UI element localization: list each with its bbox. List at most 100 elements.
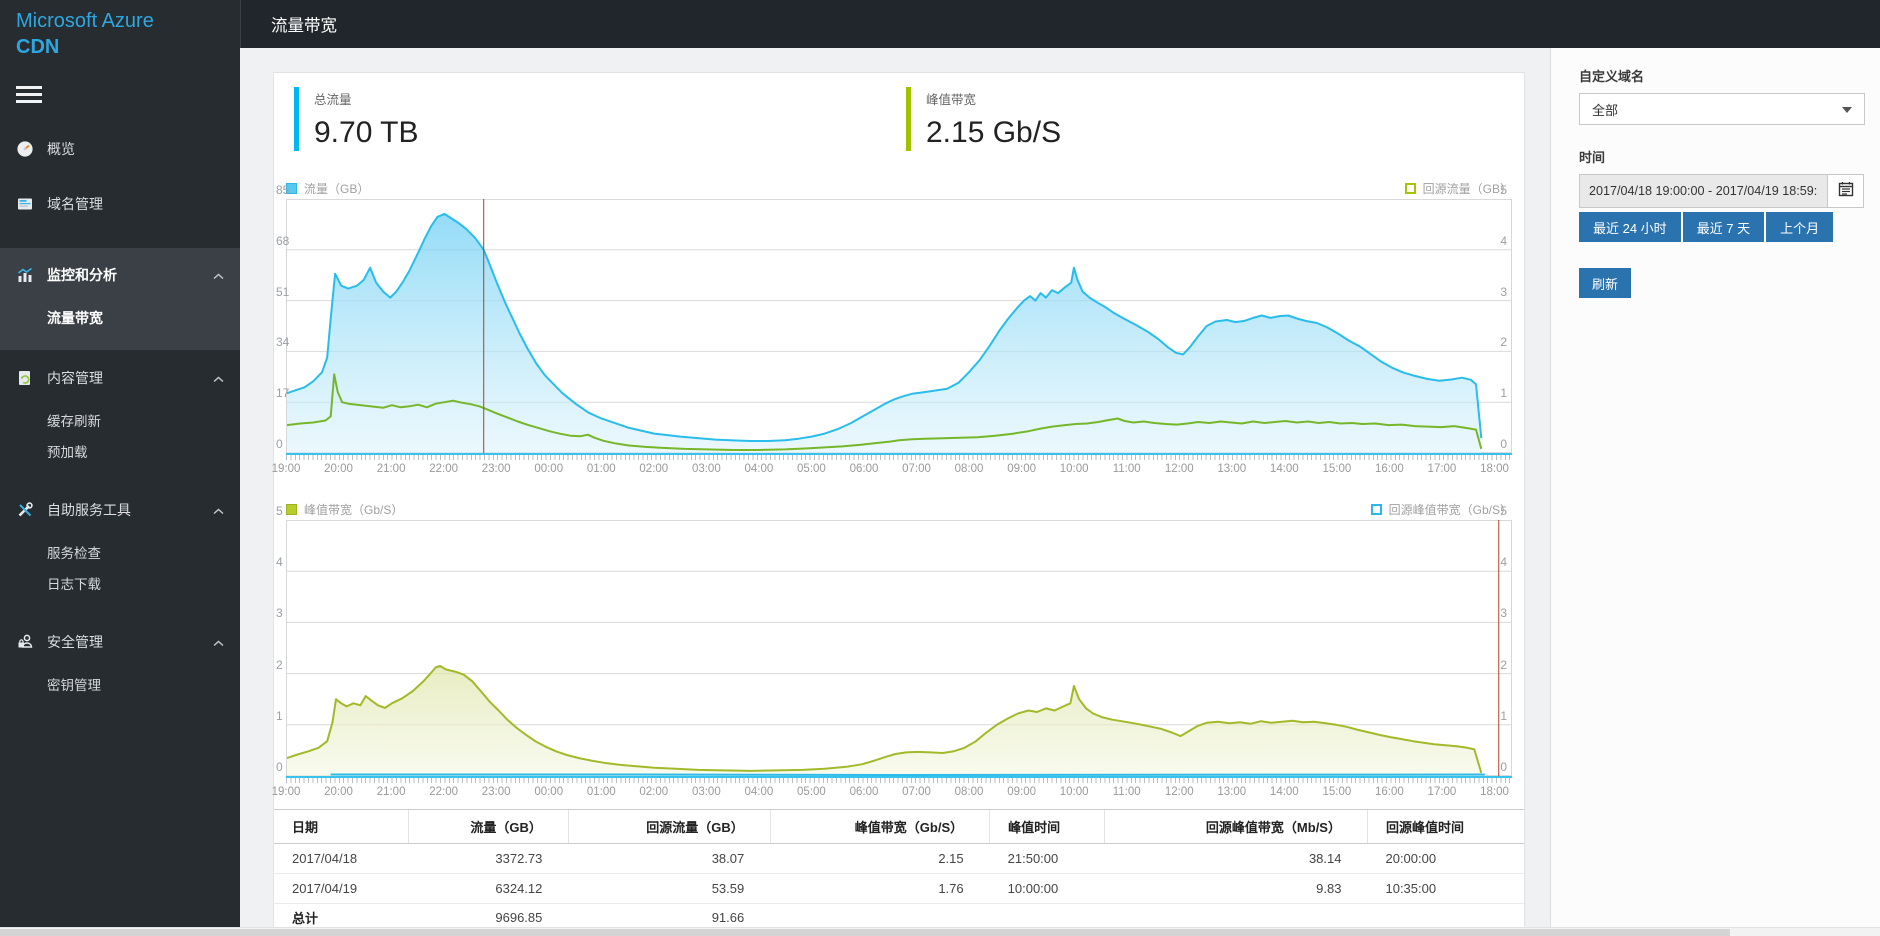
- calendar-button[interactable]: [1828, 174, 1864, 208]
- quick-range-button[interactable]: 最近 24 小时: [1579, 212, 1681, 242]
- quick-range-button[interactable]: 上个月: [1766, 212, 1834, 242]
- legend-label: 峰值带宽（Gb/S）: [304, 502, 404, 517]
- x-axis-label: 07:00: [902, 463, 931, 475]
- table-header-row: 日期 流量（GB） 回源流量（GB） 峰值带宽（Gb/S） 峰值时间 回源峰值带宽（Mb/…: [274, 809, 1524, 844]
- y-axis-label-left: 51: [276, 284, 290, 299]
- app-logo: Microsoft Azure CDN: [0, 0, 240, 60]
- sidebar-item-service-check[interactable]: 服务检查: [0, 536, 240, 567]
- quick-range-buttons: 最近 24 小时 最近 7 天上个月: [1579, 212, 1864, 242]
- x-axis-label: 07:00: [902, 786, 931, 798]
- summary-stats: 总流量 9.70 TB 峰值带宽 2.15 Gb/S: [274, 73, 1524, 177]
- logo-line2: CDN: [16, 36, 60, 58]
- domain-select-value: 全部: [1592, 102, 1619, 118]
- stat-label: 总流量: [314, 93, 352, 107]
- y-axis-label-left: 5: [276, 504, 283, 518]
- table-column-header: 峰值带宽（Gb/S）: [769, 809, 990, 844]
- x-axis-label: 22:00: [429, 463, 459, 475]
- quick-range-button[interactable]: 最近 7 天: [1682, 212, 1765, 242]
- tools-icon: [16, 501, 34, 519]
- table-header: 日期 流量（GB） 回源流量（GB） 峰值带宽（Gb/S） 峰值时间 回源峰值带宽（Mb/…: [274, 809, 1524, 844]
- table-cell: 10:00:00: [989, 873, 1105, 904]
- x-axis-label: 14:00: [1269, 786, 1299, 798]
- chevron-up-icon[interactable]: [213, 267, 224, 283]
- x-axis-label: 06:00: [849, 786, 879, 798]
- table-cell: 总计: [292, 911, 319, 927]
- legend-peak-bandwidth[interactable]: 峰值带宽（Gb/S）: [286, 501, 403, 518]
- sidebar-item-cache-refresh[interactable]: 缓存刷新: [0, 404, 240, 435]
- x-axis-label: 08:00: [954, 786, 984, 798]
- domain-select[interactable]: 全部: [1579, 93, 1865, 125]
- x-axis-label: 11:00: [1112, 786, 1141, 798]
- y-axis-label-right: 4: [1500, 555, 1507, 570]
- sidebar-item-security-management[interactable]: 安全管理: [0, 624, 240, 660]
- date-range-input[interactable]: [1579, 174, 1829, 208]
- legend-swatch: [286, 182, 297, 194]
- bandwidth-chart-section: 峰值带宽（Gb/S） 回源峰值带宽（Gb/S） 0 1 2 3 4 5 0 1 2 3 4 5 19:…: [272, 498, 1524, 801]
- y-axis-label-right: 2: [1500, 335, 1507, 350]
- legend-traffic[interactable]: 流量（GB）: [286, 180, 369, 197]
- x-axis-label: 05:00: [797, 463, 826, 475]
- sidebar-item-overview[interactable]: 概览: [0, 131, 240, 167]
- chevron-up-icon[interactable]: [213, 502, 224, 518]
- x-axis-label: 03:00: [691, 786, 721, 798]
- sidebar-item-content-management[interactable]: 内容管理: [0, 360, 240, 396]
- chevron-up-icon[interactable]: [213, 634, 224, 650]
- chart-canvas: [287, 520, 1511, 776]
- table-column-header: 回源峰值时间: [1366, 809, 1524, 844]
- chevron-up-icon[interactable]: [213, 370, 224, 386]
- x-axis-label: 15:00: [1322, 786, 1352, 798]
- sidebar-item-label: 安全管理: [47, 634, 103, 650]
- legend-label: 回源流量（GB）: [1422, 181, 1512, 196]
- y-axis-label-left: 4: [276, 555, 283, 570]
- x-axis-label: 17:00: [1427, 463, 1457, 475]
- legend-label: 流量（GB）: [304, 181, 370, 196]
- x-axis-label: 11:00: [1112, 463, 1141, 475]
- x-axis-labels: 19:00 20:00 21:00 22:00 23:00 00:00 01:00 02:00…: [272, 460, 1512, 478]
- sidebar-item-self-service-tools[interactable]: 自助服务工具: [0, 492, 240, 528]
- table-cell: 91.66: [711, 910, 745, 926]
- horizontal-scrollbar[interactable]: [0, 927, 1880, 936]
- sidebar-item-traffic-bandwidth[interactable]: 流量带宽: [0, 296, 240, 340]
- page-title: 流量带宽: [271, 17, 337, 35]
- x-axis-ticks: [286, 453, 1512, 460]
- sidebar: Microsoft Azure CDN 概览 域名管理 监控和分析: [0, 0, 240, 936]
- sidebar-item-key-management[interactable]: 密钥管理: [0, 668, 240, 699]
- sidebar-item-label: 自助服务工具: [47, 502, 131, 518]
- y-axis-label-left: 0: [276, 760, 283, 774]
- table-column-header: 日期: [274, 809, 409, 844]
- table-cell: 2017/04/18: [274, 843, 409, 874]
- table-column-header: 回源峰值带宽（Mb/S）: [1104, 809, 1368, 844]
- table-cell: 20:00:00: [1367, 843, 1524, 874]
- stat-total-traffic: 总流量 9.70 TB: [294, 87, 906, 177]
- hamburger-menu-icon[interactable]: [16, 86, 42, 103]
- x-axis-label: 20:00: [324, 463, 353, 475]
- table-cell: 2017/04/19: [274, 873, 409, 904]
- sidebar-item-monitoring-analysis[interactable]: 监控和分析: [0, 254, 240, 296]
- custom-domain-label: 自定义域名: [1579, 69, 1645, 84]
- x-axis-label: 20:00: [324, 786, 353, 798]
- refresh-button[interactable]: 刷新: [1579, 268, 1632, 298]
- y-axis-label-left: 3: [276, 606, 283, 621]
- x-axis-label: 05:00: [797, 786, 826, 798]
- sidebar-item-log-download[interactable]: 日志下载: [0, 567, 240, 598]
- traffic-chart-plot[interactable]: 0 17 34 51 68 85 0 1 2 3 4 5: [276, 183, 1512, 453]
- legend-origin-traffic[interactable]: 回源流量（GB）: [1404, 180, 1512, 197]
- x-axis-label: 12:00: [1164, 786, 1194, 798]
- sidebar-item-preload[interactable]: 预加载: [0, 435, 240, 466]
- chart-canvas: [287, 199, 1511, 453]
- x-axis-label: 10:00: [1059, 463, 1089, 475]
- table-cell: 6324.12: [408, 873, 569, 904]
- x-axis-ticks: [286, 776, 1512, 783]
- sidebar-item-label: 概览: [47, 141, 75, 157]
- sidebar-item-label: 预加载: [47, 444, 88, 460]
- bandwidth-chart-plot[interactable]: 0 1 2 3 4 5 0 1 2 3 4 5: [276, 504, 1512, 776]
- legend-origin-peak-bandwidth[interactable]: 回源峰值带宽（Gb/S）: [1370, 501, 1512, 518]
- chart-legend-row: 流量（GB） 回源流量（GB）: [274, 177, 1524, 199]
- x-axis-label: 13:00: [1217, 463, 1247, 475]
- x-axis-label: 10:00: [1059, 786, 1089, 798]
- sidebar-item-domain-management[interactable]: 域名管理: [0, 186, 240, 222]
- scrollbar-thumb[interactable]: [0, 929, 1730, 936]
- sidebar-item-label: 流量带宽: [47, 310, 103, 326]
- table-cell: 10:35:00: [1367, 873, 1524, 904]
- table-column-header: 流量（GB）: [408, 809, 569, 844]
